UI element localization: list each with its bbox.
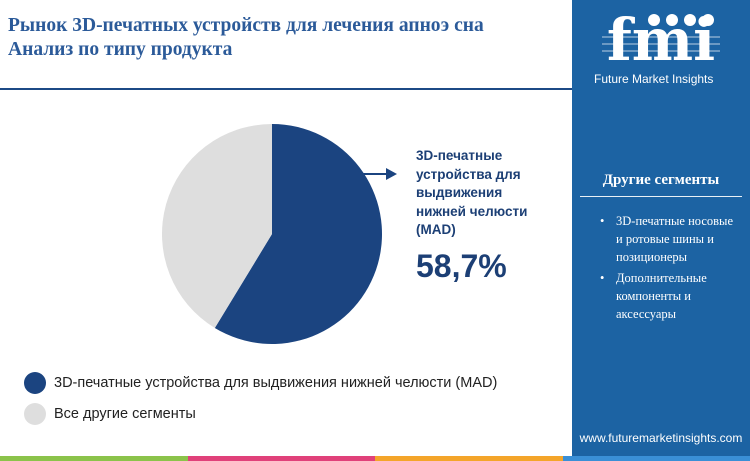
other-segments-divider xyxy=(580,196,742,197)
callout-label: 3D-печатные устройства для выдвижения ни… xyxy=(416,148,528,237)
pie-chart xyxy=(162,124,397,345)
sidebar: fmi Future Market Insights Другие сегмен… xyxy=(572,0,750,461)
globe-icon xyxy=(666,14,678,26)
logo-letters: fmi xyxy=(607,6,715,72)
callout-value: 58,7% xyxy=(416,247,507,284)
logo-stripes xyxy=(602,36,720,52)
other-segments-list: 3D-печатные носовые и ротовые шины и поз… xyxy=(596,212,740,326)
legend-label: Все другие сегменты xyxy=(54,406,196,422)
title-divider xyxy=(0,88,572,90)
globe-icon xyxy=(702,14,714,26)
callout-arrow xyxy=(360,168,397,180)
brand-name: Future Market Insights xyxy=(594,72,714,86)
legend-label: 3D-печатные устройства для выдвижения ни… xyxy=(54,375,498,391)
pie-slice-0 xyxy=(214,124,383,345)
pie-slices xyxy=(162,124,383,345)
title-block: Рынок 3D-печатных устройств для лечения … xyxy=(8,14,568,62)
fmi-logo: fmi Future Market Insights xyxy=(572,6,750,90)
pie-slice-1 xyxy=(162,124,272,328)
legend-swatch-primary xyxy=(24,372,46,394)
other-segments-title: Другие сегменты xyxy=(602,172,720,188)
list-item: 3D-печатные носовые и ротовые шины и поз… xyxy=(596,212,740,266)
callout: 3D-печатные устройства для выдвижения ни… xyxy=(416,147,546,285)
page-subtitle: Анализ по типу продукта xyxy=(8,39,233,60)
logo-graphic: fmi xyxy=(602,6,720,74)
globe-icon xyxy=(648,14,660,26)
list-item: Дополнительные компоненты и аксессуары xyxy=(596,269,740,323)
website-link[interactable]: www.futuremarketinsights.com xyxy=(579,431,743,445)
globe-icon xyxy=(684,14,696,26)
page-title: Рынок 3D-печатных устройств для лечения … xyxy=(8,15,484,36)
bottom-color-bar xyxy=(0,456,750,461)
legend-swatch-secondary xyxy=(24,403,46,425)
